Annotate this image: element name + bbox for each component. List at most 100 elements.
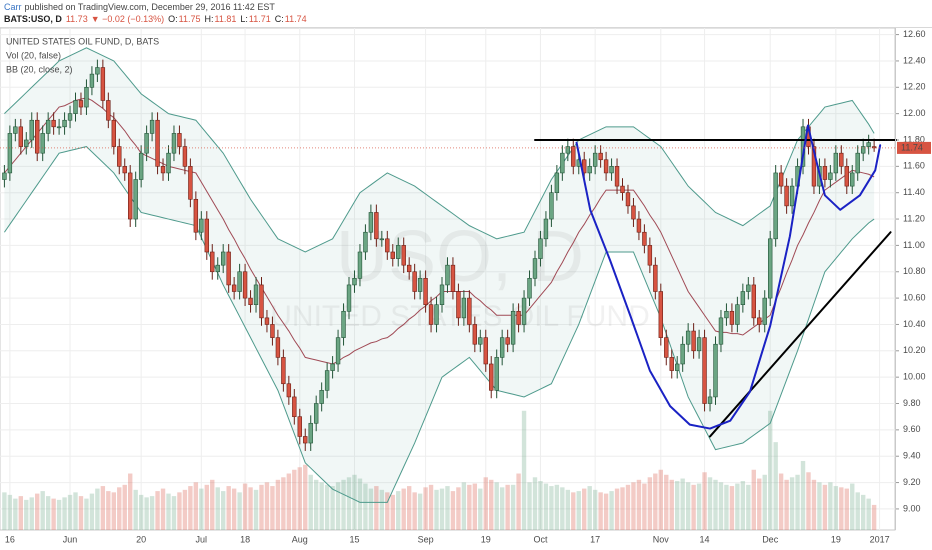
x-tick-label: 2017 — [870, 534, 890, 544]
candle-body — [483, 337, 488, 365]
volume-bar — [713, 479, 718, 530]
volume-bar — [516, 473, 521, 530]
volume-bar — [231, 488, 237, 530]
candle-body — [538, 238, 543, 259]
volume-bar — [292, 469, 297, 530]
volume-bar — [647, 477, 653, 530]
volume-bar — [390, 494, 395, 530]
volume-bar — [144, 497, 149, 530]
volume-bar — [35, 493, 40, 530]
volume-bar — [871, 504, 877, 530]
volume-bar — [428, 484, 434, 530]
candle-body — [2, 172, 7, 180]
volume-bar — [308, 474, 313, 530]
volume-bar — [330, 486, 335, 530]
volume-bar — [73, 492, 78, 530]
x-tick-label: Nov — [653, 534, 670, 544]
volume-bar — [844, 488, 849, 530]
volume-bar — [122, 484, 127, 530]
candle-body — [193, 198, 199, 233]
y-tick-label: 10.40 — [903, 319, 926, 329]
volume-bar — [860, 494, 866, 530]
volume-bar — [303, 464, 308, 530]
candle-body — [138, 152, 144, 180]
volume-bar — [56, 499, 62, 530]
candle-body — [215, 264, 220, 273]
candle-body — [434, 304, 439, 325]
candle-body — [516, 310, 521, 325]
candle-body — [866, 142, 871, 147]
band-lower — [3, 146, 875, 503]
x-tick-label: 20 — [136, 534, 146, 544]
volume-bar — [489, 479, 494, 530]
volume-bar — [171, 496, 177, 530]
candle-body — [297, 416, 302, 437]
volume-bar — [494, 482, 499, 530]
candle-body — [494, 357, 499, 391]
candle-body — [532, 258, 538, 279]
volume-bar — [100, 486, 106, 530]
volume-bar — [784, 479, 789, 530]
volume-bar — [29, 497, 34, 530]
candle-body — [417, 278, 423, 292]
volume-bar — [707, 477, 713, 530]
last-price-label: 11.74 — [901, 142, 923, 152]
x-tick-label: Oct — [533, 534, 548, 544]
volume-bar — [177, 492, 182, 530]
y-tick-label: 9.80 — [903, 398, 921, 408]
x-tick-label: 14 — [700, 534, 710, 544]
volume-bar — [40, 491, 45, 530]
x-tick-label: 18 — [240, 534, 250, 544]
y-tick-label: 10.80 — [903, 266, 926, 276]
volume-bar — [538, 481, 543, 530]
volume-bar — [84, 498, 89, 530]
candle-body — [292, 396, 297, 417]
volume-bar — [128, 473, 133, 530]
candle-body — [379, 238, 385, 241]
trend-drawing — [709, 231, 892, 438]
candle-body — [275, 337, 281, 358]
candle-body — [210, 251, 215, 273]
x-tick-label: Jun — [63, 534, 78, 544]
volume-bar — [51, 498, 56, 530]
y-tick-label: 11.40 — [903, 187, 925, 197]
candle-body — [396, 245, 401, 259]
volume-bar — [467, 484, 472, 530]
y-tick-label: 11.00 — [903, 240, 925, 250]
candle-body — [111, 119, 117, 147]
volume-bar — [242, 483, 248, 530]
candle-body — [603, 159, 609, 174]
volume-bar — [352, 474, 357, 530]
ohlc-label: C: — [275, 14, 284, 24]
ohlc-label: H: — [205, 14, 214, 24]
volume-bar — [117, 487, 122, 530]
y-tick-label: 12.40 — [903, 55, 926, 65]
candle-body — [746, 284, 751, 292]
candle-body — [850, 172, 855, 187]
volume-bar — [746, 484, 751, 530]
volume-bar — [412, 492, 417, 530]
candle-body — [587, 166, 592, 174]
volume-bar — [368, 488, 374, 530]
y-tick-label: 9.60 — [903, 424, 921, 434]
candle-body — [718, 317, 724, 345]
candle-body — [549, 192, 554, 220]
candle-body — [489, 363, 494, 391]
volume-bar — [396, 491, 401, 530]
candle-body — [122, 166, 127, 174]
volume-bar — [204, 484, 209, 530]
candle-body — [844, 166, 849, 187]
volume-bar — [182, 489, 188, 530]
volume-bar — [281, 477, 286, 530]
candle-body — [740, 291, 746, 305]
volume-bar — [149, 496, 155, 530]
candle-body — [7, 133, 13, 174]
volume-bar — [762, 474, 767, 530]
volume-bar — [625, 484, 631, 530]
volume-bar — [406, 486, 412, 530]
y-tick-label: 10.20 — [903, 345, 926, 355]
volume-bar — [275, 479, 281, 530]
volume-bar — [324, 484, 330, 530]
volume-bar — [620, 487, 625, 530]
